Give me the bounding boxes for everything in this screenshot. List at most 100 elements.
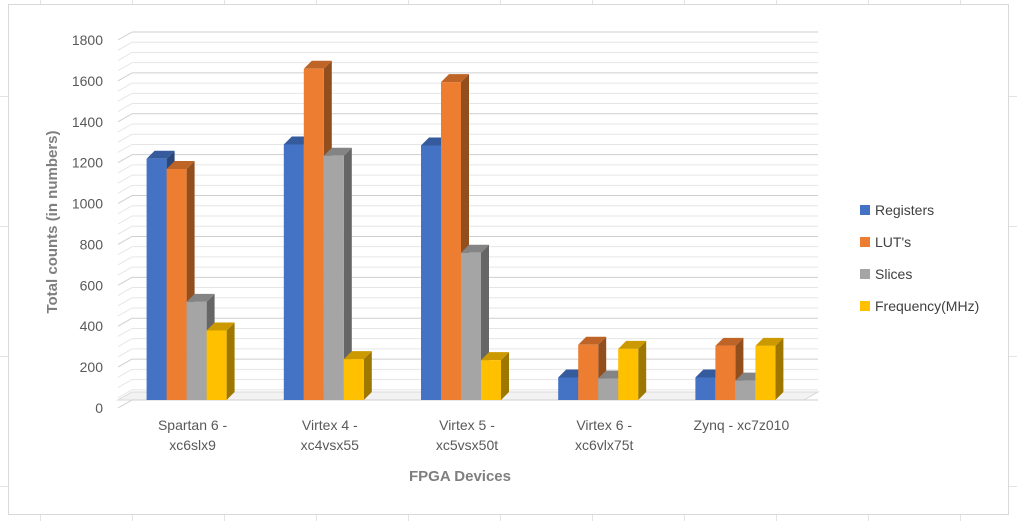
bar-side	[501, 352, 509, 400]
gridline	[117, 52, 133, 61]
gridline	[117, 276, 133, 286]
bar-top	[461, 244, 489, 253]
bar-top	[441, 74, 469, 83]
bar-top	[206, 322, 235, 331]
y-tick-label: 1200	[72, 155, 103, 171]
bar-front	[715, 345, 736, 400]
bar-side	[638, 340, 647, 400]
bar-side	[775, 337, 784, 400]
bar-front	[578, 344, 599, 400]
gridline	[117, 256, 133, 266]
bar-front	[206, 330, 227, 400]
bar-front	[441, 82, 461, 400]
gridline	[117, 328, 133, 337]
gridline	[117, 62, 133, 72]
gridline	[117, 368, 133, 378]
gridline	[117, 348, 133, 358]
bar-top	[186, 293, 215, 302]
y-tick-label: 1400	[72, 114, 103, 130]
legend-swatch	[860, 301, 870, 311]
bar-series-group	[146, 60, 784, 401]
gridline	[117, 103, 133, 112]
bar-frequency-mhz[interactable]	[481, 352, 509, 400]
bar-frequency-mhz[interactable]	[755, 337, 784, 400]
bar-front	[461, 252, 481, 400]
bar-front	[166, 168, 187, 400]
bar-top	[755, 337, 784, 346]
y-tick-label: 1800	[72, 32, 103, 48]
bar-top	[578, 336, 607, 345]
gridline	[117, 379, 133, 388]
gridline	[117, 82, 133, 92]
x-category-label: Virtex 6 -xc6vlx75t	[575, 417, 633, 453]
x-category-label: Virtex 5 -xc5vsx50t	[436, 417, 498, 453]
gridline	[117, 72, 133, 82]
gridline	[117, 205, 133, 215]
bar-side	[343, 147, 352, 400]
bar-top	[166, 160, 195, 169]
bar-front	[618, 348, 639, 400]
legend-label: Registers	[875, 202, 934, 218]
bar-front	[558, 377, 579, 400]
x-axis-categories: Spartan 6 -xc6slx9 Virtex 4 -xc4vsx55 Virt…	[158, 417, 789, 453]
bar-front	[186, 301, 207, 400]
bar-frequency-mhz[interactable]	[343, 351, 372, 400]
legend-swatch	[860, 237, 870, 247]
legend-label: LUT's	[875, 234, 911, 250]
y-tick-label: 800	[80, 236, 104, 252]
gridline	[117, 123, 133, 133]
gridline	[117, 338, 133, 348]
gridline	[117, 389, 133, 399]
gridline	[117, 154, 133, 164]
gridline	[117, 399, 133, 409]
bar-top	[146, 150, 175, 159]
chart-legend: Registers LUT's Slices Frequency(MHz)	[860, 202, 979, 314]
gridline	[117, 164, 133, 174]
x-category-label: Zynq - xc7z010	[694, 417, 790, 433]
gridline	[117, 236, 133, 245]
gridline	[117, 113, 133, 123]
gridline	[117, 41, 133, 51]
gridline	[117, 92, 133, 102]
bar-top	[481, 352, 509, 361]
bar-slices[interactable]	[323, 147, 352, 400]
legend-swatch	[860, 205, 870, 215]
gridline	[117, 266, 133, 276]
bar-frequency-mhz[interactable]	[618, 340, 647, 400]
bar-front	[323, 155, 344, 400]
bar-side	[226, 322, 235, 400]
bar-front	[735, 380, 756, 400]
y-tick-label: 1000	[72, 196, 103, 212]
gridline	[117, 31, 133, 41]
bar-top	[618, 340, 647, 349]
gridline	[117, 174, 133, 184]
y-tick-label: 600	[80, 277, 104, 293]
bar-top	[715, 337, 744, 346]
legend-label: Frequency(MHz)	[875, 298, 979, 314]
y-tick-label: 0	[95, 400, 103, 416]
y-axis-ticks: 0 200 400 600 800 1000 1200 1400 1600 1800	[72, 32, 103, 416]
y-axis-title: Total counts (in numbers)	[44, 130, 61, 313]
bar-frequency-mhz[interactable]	[206, 322, 235, 400]
gridline	[117, 287, 133, 296]
gridline	[117, 225, 133, 235]
y-tick-label: 400	[80, 318, 104, 334]
gridline	[117, 358, 133, 368]
bar-top	[343, 351, 372, 360]
bar-front	[146, 158, 167, 400]
x-category-label: Spartan 6 -xc6slx9	[158, 417, 228, 453]
gridline	[117, 246, 133, 256]
bar-top	[323, 147, 352, 156]
bar-front	[303, 68, 324, 401]
gridline	[117, 184, 133, 194]
gridline	[117, 215, 133, 225]
gridline	[117, 297, 133, 307]
bar-front	[343, 359, 364, 400]
x-category-label: Virtex 4 -xc4vsx55	[301, 417, 360, 453]
legend-swatch	[860, 269, 870, 279]
gridline	[117, 307, 133, 317]
bar-side	[363, 351, 372, 400]
bar-front	[755, 345, 776, 400]
bar-front	[695, 377, 716, 400]
